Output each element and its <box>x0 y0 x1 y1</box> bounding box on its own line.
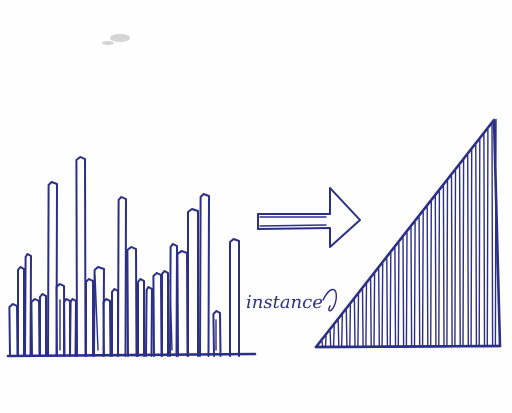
right-triangle-fill <box>316 118 497 348</box>
triangle-hatch-line <box>378 268 380 347</box>
sketch-bar <box>229 238 240 357</box>
sketch-bar <box>199 193 210 357</box>
instance-label: instance <box>246 292 323 313</box>
left-baseline <box>6 352 257 358</box>
triangle-hatch-line <box>454 170 457 347</box>
triangle-hatch-line <box>349 304 352 347</box>
triangle-hatch-line <box>402 237 405 347</box>
triangle-hatch-line <box>357 294 360 347</box>
triangle-hatch-line <box>491 123 494 347</box>
sketch-bar <box>137 278 145 357</box>
triangle-hatch-line <box>418 216 421 347</box>
triangle-hatch-line <box>394 247 397 347</box>
triangle-hatch-line <box>381 263 384 347</box>
triangle-hatch-line <box>353 299 356 347</box>
triangle-hatch-line <box>470 149 473 347</box>
sketch-bar-stroke <box>169 279 173 351</box>
triangle-hatch-line <box>446 180 449 347</box>
triangle-hatch-line <box>321 340 324 347</box>
sketch-bar <box>8 303 19 357</box>
triangle-hatch-line <box>426 206 429 347</box>
sketch-bar <box>152 272 163 357</box>
triangle-hatch-line <box>369 278 372 347</box>
sketch-bar <box>24 253 32 357</box>
sketch-bar <box>212 310 222 357</box>
triangle-hatch-line <box>361 289 364 347</box>
triangle-hatch-line <box>478 139 481 347</box>
triangle-hatch-line <box>345 309 348 347</box>
right-baseline <box>314 344 502 349</box>
triangle-hatch-line <box>337 320 340 347</box>
triangle-hatch-line <box>434 196 437 347</box>
sketch-bar <box>102 298 112 357</box>
right-arrow-icon <box>257 187 361 248</box>
triangle-hatch-line <box>389 252 392 347</box>
sketch-bar <box>75 156 87 357</box>
triangle-hatch-line <box>430 201 432 347</box>
sketch-bar <box>85 278 94 357</box>
triangle-hatch-line <box>332 325 335 347</box>
triangle-hatch-line <box>462 159 465 347</box>
triangle-hatch-line <box>341 314 343 347</box>
sketch-bar <box>126 246 138 357</box>
sketch-bar <box>93 266 105 357</box>
triangle-hatch-line <box>442 185 445 347</box>
triangle-hatch-line <box>458 165 461 347</box>
paper-smudge <box>102 34 130 45</box>
triangle-hatch-line <box>450 175 453 347</box>
triangle-hatch-line <box>421 211 424 347</box>
triangle-hatch-line <box>467 154 469 347</box>
triangle-hatch-line <box>405 232 408 347</box>
triangle-hatch-line <box>365 283 368 347</box>
triangle-hatch-line <box>329 330 332 347</box>
triangle-hatch-line <box>410 227 413 347</box>
sketch-bar <box>187 208 199 357</box>
sketch-bar <box>145 286 153 357</box>
sketch-bar <box>176 250 189 357</box>
left-irregular-bars <box>8 156 240 357</box>
sketch-bar <box>161 270 169 357</box>
triangle-hatch-line <box>486 129 489 347</box>
triangle-hatch-line <box>386 258 389 347</box>
sketch-bar-stroke <box>94 274 99 351</box>
sketch-bar <box>39 293 47 357</box>
triangle-hatch-line <box>373 273 376 347</box>
instance-curl <box>322 288 338 312</box>
sketch-bar <box>47 181 58 357</box>
triangle-hatch-line <box>438 190 441 347</box>
triangle-hatch-line <box>483 134 486 347</box>
sketch-bar <box>17 266 25 357</box>
sketch-bar <box>117 196 127 357</box>
triangle-hatch-line <box>324 335 327 347</box>
sketch-bar <box>69 298 77 357</box>
triangle-hatch-line <box>475 144 478 347</box>
triangle-hatch-line <box>413 221 416 347</box>
sketch-bar <box>30 298 41 357</box>
triangle-hatch-line <box>397 242 400 347</box>
